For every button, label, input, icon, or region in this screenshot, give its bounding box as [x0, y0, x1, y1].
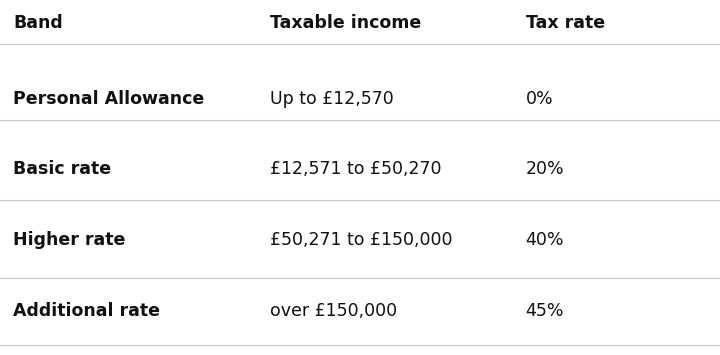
Text: 0%: 0%: [526, 91, 553, 108]
Text: £50,271 to £150,000: £50,271 to £150,000: [270, 231, 452, 248]
Text: Personal Allowance: Personal Allowance: [13, 91, 204, 108]
Text: £12,571 to £50,270: £12,571 to £50,270: [270, 160, 441, 178]
Text: Taxable income: Taxable income: [270, 14, 421, 32]
Text: 40%: 40%: [526, 231, 564, 248]
Text: Basic rate: Basic rate: [13, 160, 111, 178]
Text: Up to £12,570: Up to £12,570: [270, 91, 394, 108]
Text: Higher rate: Higher rate: [13, 231, 125, 248]
Text: Band: Band: [13, 14, 63, 32]
Text: 45%: 45%: [526, 302, 564, 320]
Text: Additional rate: Additional rate: [13, 302, 160, 320]
Text: 20%: 20%: [526, 160, 564, 178]
Text: Tax rate: Tax rate: [526, 14, 605, 32]
Text: over £150,000: over £150,000: [270, 302, 397, 320]
